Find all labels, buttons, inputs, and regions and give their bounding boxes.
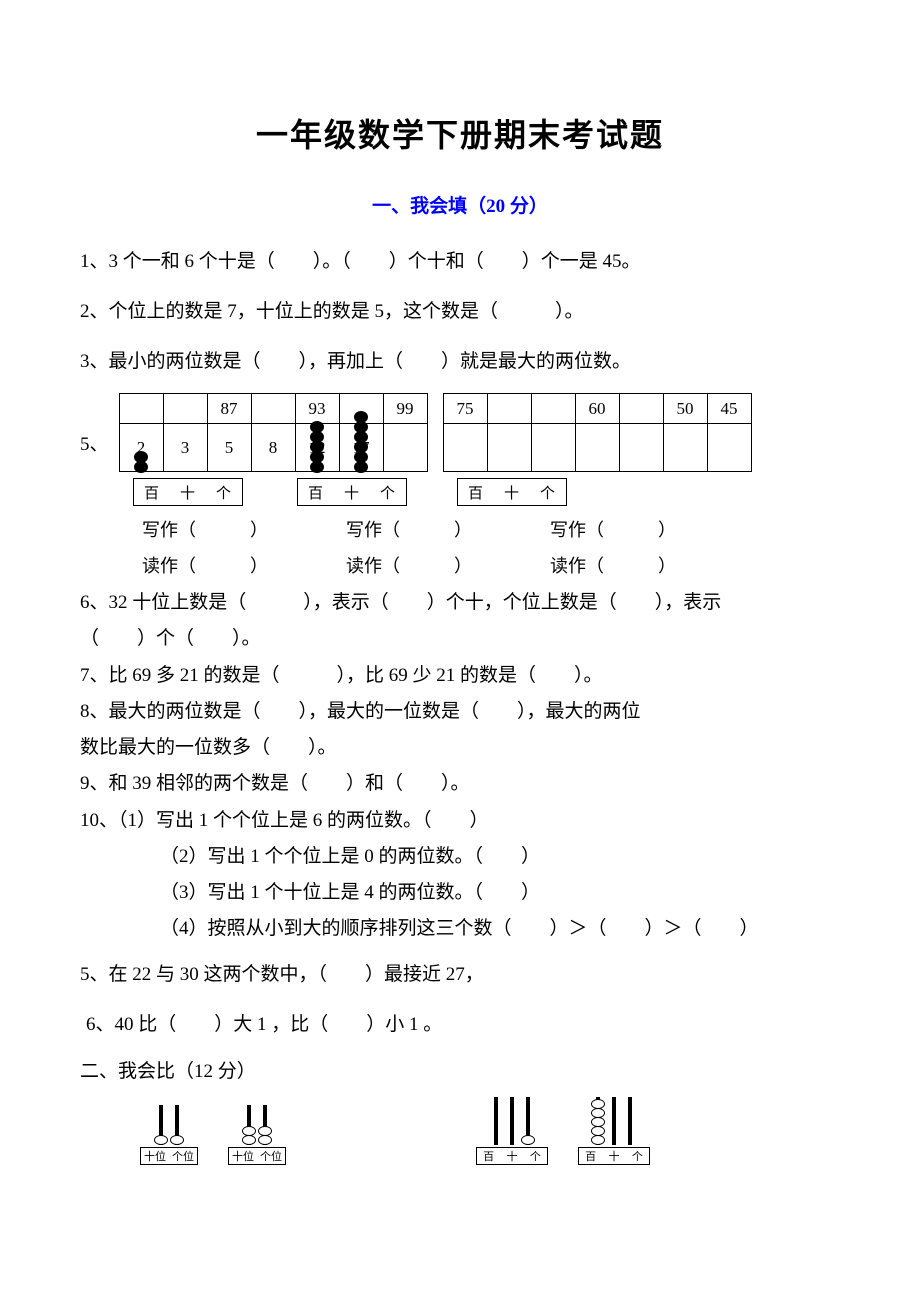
cell: 87: [207, 394, 251, 424]
cell: [575, 424, 619, 472]
write-row: 写作（ ） 写作（ ） 写作（ ）: [80, 516, 840, 542]
cell: 99: [383, 394, 427, 424]
write-3: 写作（ ）: [550, 516, 720, 542]
cell: [531, 394, 575, 424]
cell: [487, 424, 531, 472]
question-3: 3、最小的两位数是（ ），再加上（ ）就是最大的两位数。: [80, 343, 840, 381]
cell: [487, 394, 531, 424]
question-6c: 6、40 比（ ）大 1 ，比（ ）小 1 。: [80, 1006, 840, 1044]
cell: 50: [663, 394, 707, 424]
write-2: 写作（ ）: [346, 516, 516, 542]
table-block-1: 87 93 99 2 3 5 8 12 17 百十个: [119, 393, 428, 506]
cell: 2: [119, 424, 163, 472]
read-1: 读作（ ）: [142, 552, 312, 578]
cell: [251, 394, 295, 424]
cell: [619, 424, 663, 472]
cell: 75: [443, 394, 487, 424]
cell: [619, 394, 663, 424]
question-2: 2、个位上的数是 7，十位上的数是 5，这个数是（ ）。: [80, 293, 840, 331]
cell: 12: [295, 424, 339, 472]
abacus-3: 百十个: [476, 1095, 548, 1165]
question-1: 1、3 个一和 6 个十是（ ）。（ ）个十和（ ）个一是 45。: [80, 243, 840, 281]
abacus-row: 十位个位 十位个位 百十个 百十个: [80, 1095, 840, 1165]
cell: [443, 424, 487, 472]
read-row: 读作（ ） 读作（ ） 读作（ ）: [80, 552, 840, 578]
place-box-3: 百十个: [457, 478, 567, 506]
abacus-2: 十位个位: [228, 1095, 286, 1165]
cell: 17: [339, 424, 383, 472]
question-5-tables: 5、 87 93 99 2 3 5 8 12 1: [80, 393, 840, 506]
question-8-a: 8、最大的两位数是（ ），最大的一位数是（ ），最大的两位: [80, 695, 840, 728]
question-10-3: （3）写出 1 个十位上是 4 的两位数。（ ）: [80, 876, 840, 909]
question-9: 9、和 39 相邻的两个数是（ ）和（ ）。: [80, 767, 840, 800]
tables-group: 87 93 99 2 3 5 8 12 17 百十个: [119, 393, 752, 506]
question-6-b: （ ）个（ ）。: [80, 622, 840, 655]
cell: [531, 424, 575, 472]
question-7: 7、比 69 多 21 的数是（ ），比 69 少 21 的数是（ ）。: [80, 659, 840, 692]
cell: 93: [295, 394, 339, 424]
read-3: 读作（ ）: [550, 552, 720, 578]
question-5b: 5、在 22 与 30 这两个数中，（ ）最接近 27，: [80, 956, 840, 994]
cell: 3: [163, 424, 207, 472]
sequence-table-1: 87 93 99 2 3 5 8 12 17: [119, 393, 428, 472]
table-block-2: 75 60 50 45: [443, 393, 752, 506]
read-2: 读作（ ）: [346, 552, 516, 578]
place-box-1: 百十个: [133, 478, 243, 506]
abacus-1: 十位个位: [140, 1095, 198, 1165]
cell: [707, 424, 751, 472]
section-1-header: 一、我会填（20 分）: [80, 191, 840, 218]
question-10-4: （4）按照从小到大的顺序排列这三个数（ ）＞（ ）＞（ ）: [80, 912, 840, 945]
page-title: 一年级数学下册期末考试题: [80, 110, 840, 156]
question-8-b: 数比最大的一位数多（ ）。: [80, 731, 840, 764]
sequence-table-2: 75 60 50 45: [443, 393, 752, 472]
question-6-a: 6、32 十位上数是（ ），表示（ ）个十，个位上数是（ ），表示: [80, 586, 840, 619]
cell: [163, 394, 207, 424]
place-box-2: 百十个: [297, 478, 407, 506]
abacus-4: 百十个: [578, 1095, 650, 1165]
cell: 5: [207, 424, 251, 472]
question-5-label: 5、: [80, 429, 109, 456]
write-1: 写作（ ）: [142, 516, 312, 542]
cell: 60: [575, 394, 619, 424]
cell: [119, 394, 163, 424]
question-10-1: 10、（1）写出 1 个个位上是 6 的两位数。（ ）: [80, 804, 840, 837]
cell: [663, 424, 707, 472]
cell: 45: [707, 394, 751, 424]
section-2-header: 二、我会比（12 分）: [80, 1056, 840, 1083]
cell: 8: [251, 424, 295, 472]
cell: [383, 424, 427, 472]
question-10-2: （2）写出 1 个个位上是 0 的两位数。（ ）: [80, 840, 840, 873]
